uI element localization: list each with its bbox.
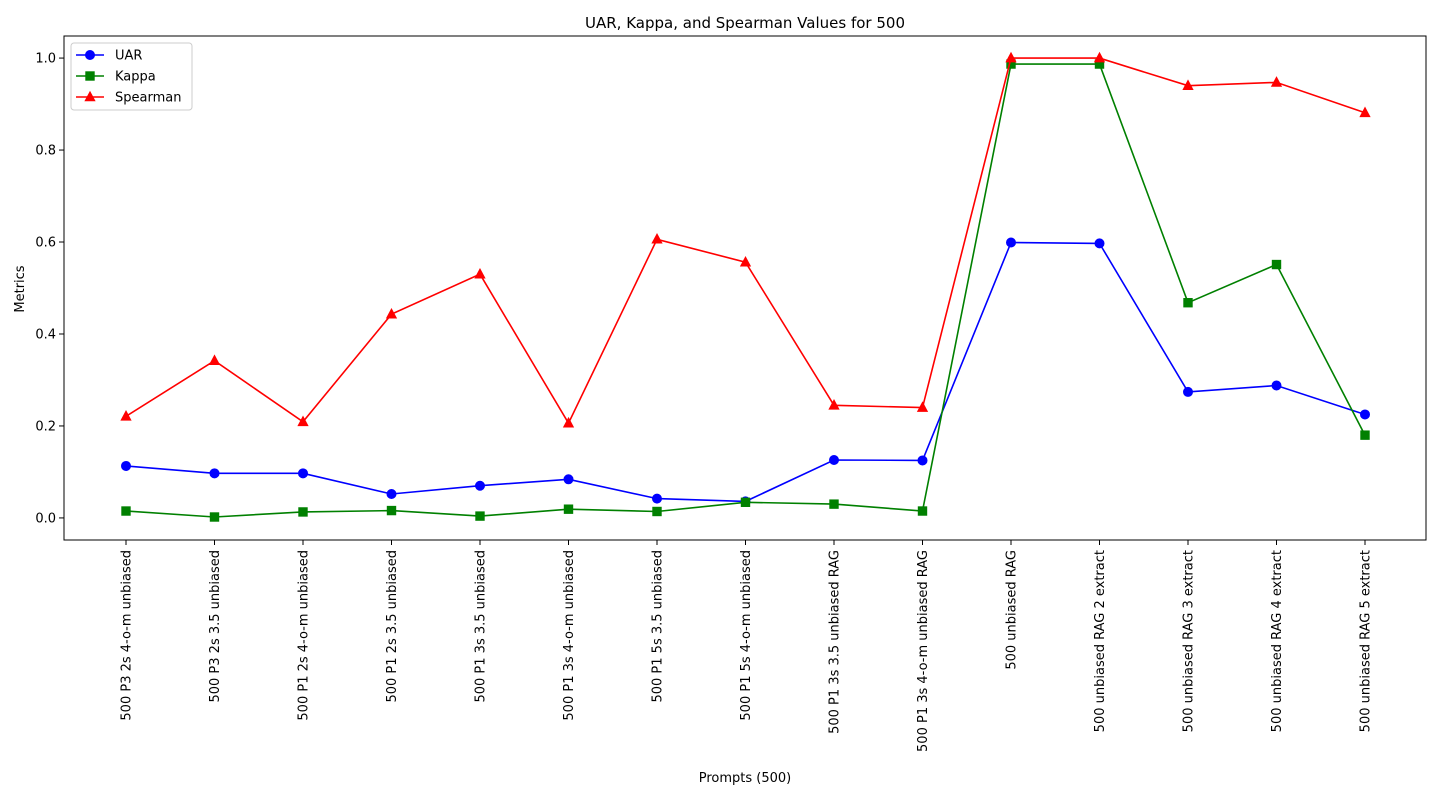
uar-point: [298, 468, 308, 479]
uar-line: [125, 241, 1366, 503]
uar-point: [475, 480, 485, 491]
kappa-point: [475, 511, 485, 521]
kappa-point: [209, 512, 220, 522]
spearman-point: [651, 232, 663, 244]
legend-spearman-marker: [84, 90, 96, 102]
kappa-point: [563, 504, 574, 514]
series-spearman: [120, 51, 1371, 428]
uar-point: [1094, 238, 1105, 249]
legend-kappa-marker: [85, 71, 95, 81]
legend-box: [70, 42, 193, 111]
x-tick-label: 500 P1 3s 3.5 unbiased RAG: [828, 550, 843, 734]
uar-point: [386, 489, 397, 500]
spearman-line: [125, 57, 1366, 425]
x-tick-label: 500 P1 2s 4-o-m unbiased: [297, 550, 312, 721]
y-tick-label: 0.6: [35, 236, 56, 251]
uar-point: [1006, 237, 1016, 248]
chart-title: UAR, Kappa, and Spearman Values for 500: [585, 14, 905, 32]
spearman-point: [1270, 76, 1283, 87]
x-tick-label: 500 unbiased RAG 3 extract: [1182, 550, 1197, 732]
x-tick-label: 500 unbiased RAG 5 extract: [1359, 550, 1374, 732]
uar-point: [1360, 409, 1370, 420]
spearman-point: [562, 416, 575, 428]
kappa-point: [1183, 298, 1193, 308]
x-tick-label: 500 P3 2s 3.5 unbiased: [208, 550, 223, 703]
kappa-point: [298, 507, 308, 517]
x-tick-label: 500 P3 2s 4-o-m unbiased: [120, 550, 135, 721]
y-tick-label: 0.4: [35, 327, 56, 342]
legend-kappa-label: Kappa: [115, 70, 156, 85]
legend-uar-label: UAR: [115, 49, 142, 64]
uar-point: [652, 493, 662, 504]
uar-point: [1271, 380, 1282, 391]
legend-uar-marker: [85, 50, 95, 60]
x-tick-label: 500 P1 3s 3.5 unbiased: [474, 550, 489, 703]
series-kappa: [121, 59, 1370, 522]
x-tick-label: 500 unbiased RAG: [1005, 550, 1020, 670]
spearman-point: [1005, 51, 1017, 63]
plot-area: [120, 51, 1371, 522]
x-tick-label: 500 P1 5s 4-o-m unbiased: [739, 550, 754, 721]
x-tick-label: 500 unbiased RAG 2 extract: [1093, 550, 1108, 732]
x-tick-label: 500 unbiased RAG 4 extract: [1270, 550, 1285, 732]
uar-point: [563, 474, 574, 485]
x-tick-label: 500 P1 5s 3.5 unbiased: [651, 550, 666, 703]
spearman-point: [1359, 106, 1371, 118]
kappa-point: [121, 506, 131, 516]
spearman-point: [297, 415, 309, 427]
series-uar: [121, 237, 1370, 507]
uar-point: [1183, 386, 1193, 397]
kappa-point: [829, 499, 839, 509]
kappa-point: [386, 505, 397, 516]
spearman-point: [474, 267, 486, 279]
kappa-point: [917, 506, 928, 516]
legend: UAR Kappa Spearman: [70, 42, 193, 111]
y-tick-label: 1.0: [35, 52, 56, 67]
spearman-point: [739, 255, 752, 267]
spearman-point: [1182, 79, 1194, 90]
y-axis: 0.0 0.2 0.4 0.6 0.8 1.0: [35, 52, 64, 526]
kappa-point: [1360, 430, 1370, 440]
spearman-point: [208, 354, 221, 365]
spearman-point: [828, 399, 840, 410]
spearman-point: [916, 401, 929, 412]
y-axis-label: Metrics: [13, 265, 28, 312]
kappa-point: [740, 497, 751, 507]
spearman-point: [385, 307, 398, 319]
kappa-point: [652, 506, 662, 517]
x-axis-label: Prompts (500): [699, 771, 792, 786]
uar-point: [917, 455, 928, 466]
kappa-line: [125, 63, 1366, 518]
kappa-point: [1271, 259, 1282, 270]
legend-spearman-label: Spearman: [115, 91, 181, 106]
x-tick-label: 500 P1 3s 4-o-m unbiased RAG: [916, 550, 931, 752]
y-tick-label: 0.8: [35, 144, 56, 159]
y-tick-label: 0.2: [35, 419, 56, 434]
x-tick-label: 500 P1 3s 4-o-m unbiased: [562, 550, 577, 721]
uar-point: [209, 468, 220, 479]
uar-point: [829, 454, 839, 465]
x-axis: 500 P3 2s 4-o-m unbiased 500 P3 2s 3.5 un…: [120, 540, 1374, 752]
x-tick-label: 500 P1 2s 3.5 unbiased: [385, 550, 400, 703]
y-tick-label: 0.0: [35, 511, 56, 526]
spearman-point: [120, 410, 132, 421]
uar-point: [121, 460, 131, 471]
spearman-point: [1093, 51, 1106, 63]
